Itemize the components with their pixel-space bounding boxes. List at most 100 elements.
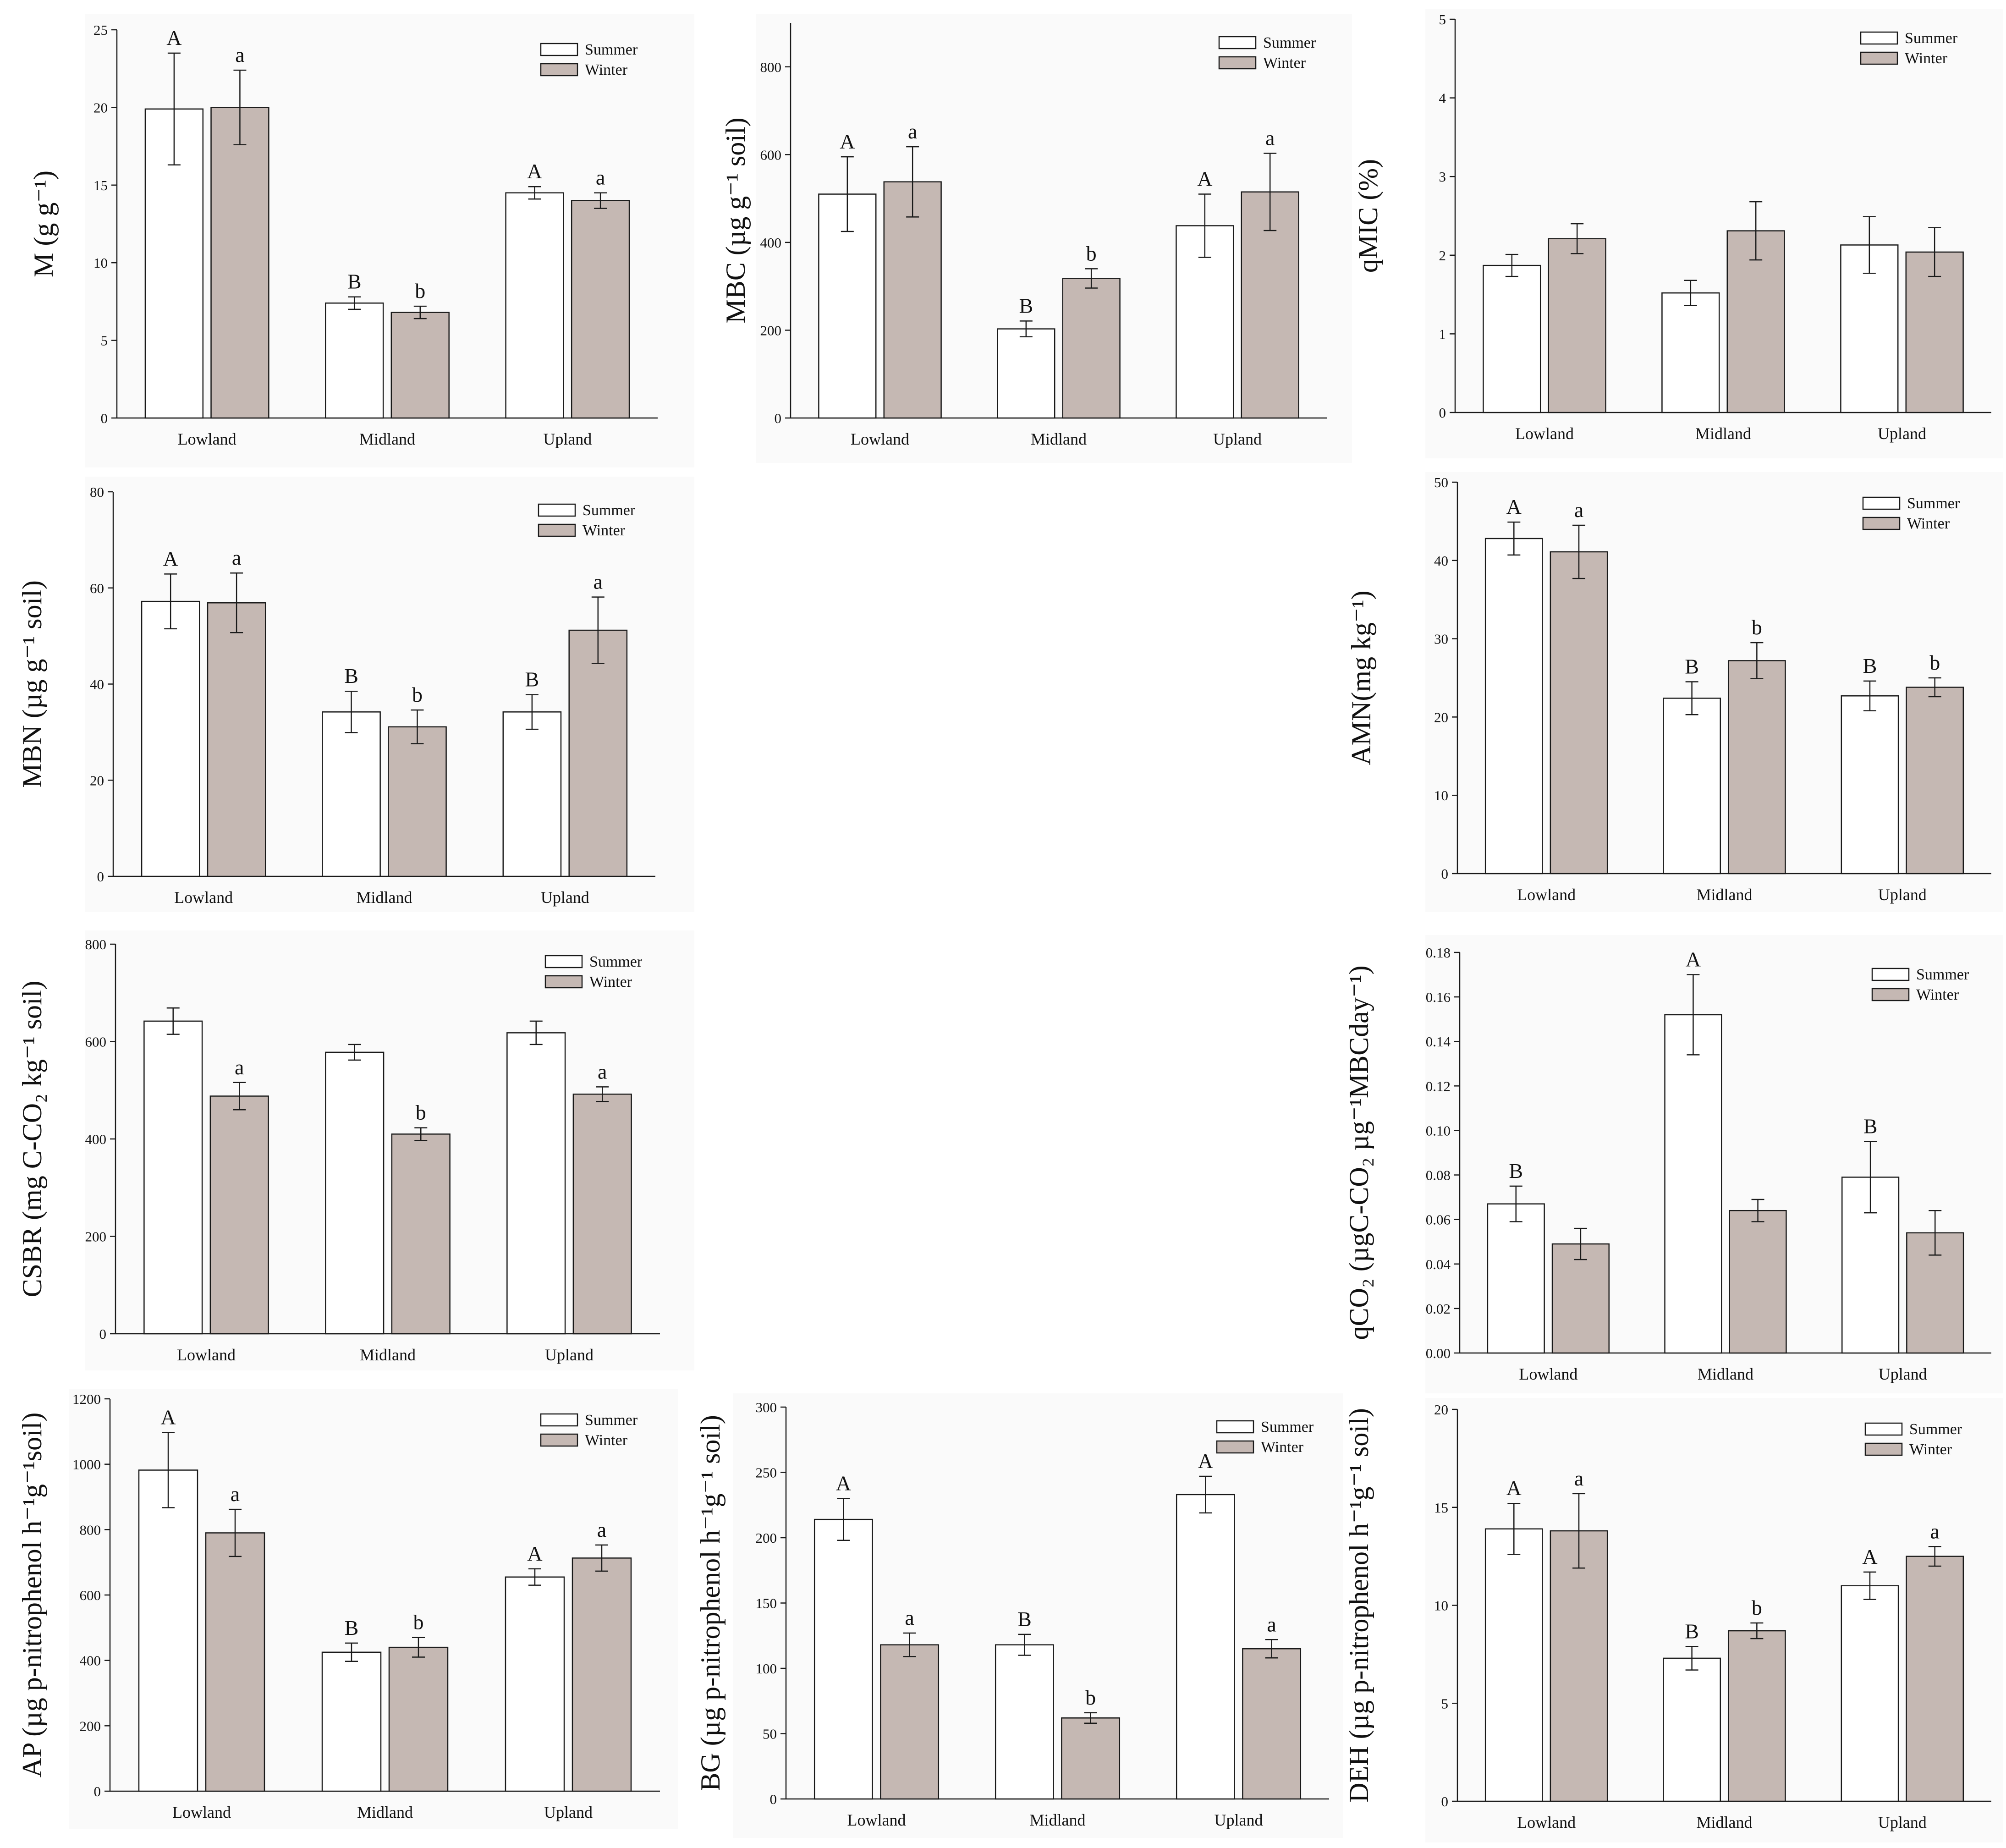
bar-winter-lowland [880,1644,940,1800]
x-tick-label: Midland [1697,886,1753,904]
x-tick-label: Upland [545,1346,594,1364]
y-tick-label: 1 [1439,326,1446,342]
significance-label: A [166,26,181,50]
y-tick-label: 0.16 [1426,989,1451,1005]
y-tick-label: 20 [1434,709,1448,725]
y-tick-label: 0.08 [1426,1167,1451,1183]
significance-label: A [840,130,855,153]
y-tick-label: 300 [756,1399,777,1415]
y-tick-label: 150 [756,1595,777,1612]
legend-swatch-winter [538,523,576,537]
y-tick-label: 1200 [72,1391,101,1407]
y-tick-label: 0.02 [1426,1301,1451,1317]
legend-label-winter: Winter [1909,1441,1952,1458]
bar-winter-lowland [1550,551,1608,874]
significance-label: B [1863,654,1877,677]
bar-summer-lowland [141,600,200,877]
bar-winter-midland [1727,660,1786,874]
x-tick-label: Upland [1215,1811,1263,1829]
y-tick-label: 0 [99,1326,107,1342]
legend-label-winter: Winter [585,1432,628,1449]
panel-csbr: 0 200 400 600 800 CSBR (mg C-CO₂ kg⁻¹ soil) a L… [17,930,694,1370]
y-tick-label: 5 [1441,1695,1449,1711]
y-tick-label: 0 [1439,405,1446,421]
panel-mbn: 0 20 40 60 80 MBN (µg g⁻¹ soil) A a Lowland Bb Mid… [17,477,694,912]
legend-label-winter: Winter [589,974,632,990]
significance-label: A [160,1405,176,1429]
y-tick-label: 600 [85,1034,107,1050]
legend: Summer Winter [1864,1421,1962,1458]
bar-winter-midland [390,312,450,419]
x-tick-label: Midland [1031,430,1087,448]
x-tick-label: Midland [359,430,415,448]
bar-summer-lowland [1483,264,1541,413]
bar-summer-midland [995,1644,1054,1800]
bar-summer-upland [1841,1585,1899,1802]
legend-label-winter: Winter [1907,515,1950,532]
panel-qco2: 0.00 0.02 0.04 0.06 0.08 0.10 0.12 0.14 0.16 0.18… [1344,935,2003,1393]
y-axis-label: BG (µg p-nitrophenol h⁻¹g⁻¹ soil) [695,1415,725,1791]
bar-winter-upland [568,629,628,877]
significance-label: B [344,664,358,688]
bar-winter-midland [1061,1717,1121,1800]
x-tick-label: Lowland [177,1346,236,1364]
y-tick-label: 50 [1434,474,1448,490]
y-tick-label: 5 [101,333,108,349]
x-tick-label: Midland [357,888,412,907]
y-tick-label: 0 [770,1791,777,1807]
legend-swatch-winter [1216,1440,1254,1454]
significance-label: B [1685,655,1699,678]
y-tick-label: 250 [756,1465,777,1481]
significance-label: b [1085,1686,1096,1709]
bar-summer-lowland [1484,538,1543,874]
x-tick-label: Upland [1213,430,1262,448]
significance-label: a [1265,126,1275,149]
y-tick-label: 0 [1441,1793,1449,1810]
bar-summer-lowland [138,1469,198,1792]
y-axis-label: AP (µg p-nitrophenol h⁻¹g⁻¹soil) [17,1413,47,1778]
legend-swatch-summer [540,43,578,56]
y-tick-label: 0 [97,869,104,885]
bar-summer-midland [1663,1657,1721,1802]
legend-swatch-summer [538,503,576,517]
significance-label: B [347,270,362,293]
legend: Summer Winter [1216,1419,1314,1456]
bar-summer-upland [505,192,564,419]
y-axis-label: M (g g⁻¹) [28,170,59,277]
bar-summer-upland [502,711,562,877]
y-tick-label: 200 [760,322,782,338]
significance-label: B [1863,1115,1878,1138]
y-tick-label: 0.12 [1426,1078,1451,1094]
x-tick-label: Midland [1697,1813,1753,1832]
bar-winter-midland [1729,1210,1787,1354]
bar-summer-midland [1664,1014,1722,1354]
legend-label-summer: Summer [585,41,638,58]
legend: Summer Winter [1218,34,1316,72]
significance-label: a [232,546,241,569]
significance-label: B [1017,1607,1032,1631]
x-tick-label: Lowland [174,888,233,907]
significance-label: b [413,1611,424,1634]
x-tick-label: Midland [357,1803,413,1821]
y-tick-label: 3 [1439,169,1446,185]
x-tick-label: Midland [1698,1365,1753,1383]
x-tick-label: Midland [1030,1811,1086,1829]
y-tick-label: 80 [90,484,104,500]
significance-label: A [527,1542,542,1565]
significance-label: b [1929,651,1940,674]
bar-summer-midland [322,711,381,877]
y-tick-label: 10 [1434,1598,1448,1614]
bar-winter-upland [1242,1648,1302,1800]
y-tick-label: 200 [85,1229,107,1245]
bar-winter-upland [1906,1556,1964,1802]
bar-summer-midland [325,1051,385,1335]
significance-label: b [412,683,423,706]
y-tick-label: 400 [80,1653,101,1669]
legend-swatch-summer [1216,1420,1254,1434]
significance-label: a [905,1606,914,1629]
x-tick-label: Upland [1878,424,1926,443]
y-tick-label: 600 [760,147,782,163]
bar-summer-midland [1661,292,1720,413]
y-tick-label: 20 [1434,1402,1448,1418]
